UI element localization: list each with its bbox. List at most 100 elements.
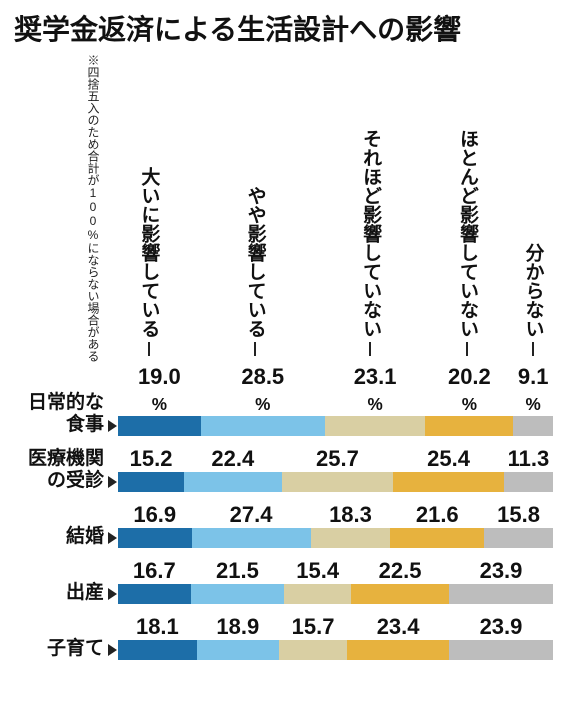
bar-segment [118, 528, 192, 548]
chart-header: ※四捨五入のため合計が100%にならない場合がある 大いに影響している やや影響し… [14, 54, 553, 362]
value-label: 15.4 [284, 558, 351, 584]
bar-segment [184, 472, 281, 492]
legend-tick [254, 342, 256, 356]
value-label: 18.1 [118, 614, 197, 640]
legend-tick [148, 342, 150, 356]
stacked-bar [118, 416, 553, 436]
value-label: 9.1% [513, 364, 553, 416]
value-label: 16.7 [118, 558, 191, 584]
legend-item: それほど影響していない [319, 129, 422, 356]
row-body: 16.927.418.321.615.8 [118, 502, 553, 548]
legend-label: 分からない [522, 243, 544, 338]
bar-segment [118, 416, 201, 436]
stacked-bar [118, 584, 553, 604]
bar-segment [325, 416, 426, 436]
bar-segment [351, 584, 449, 604]
chart-title: 奨学金返済による生活設計への影響 [14, 8, 553, 48]
value-label: 15.2 [118, 446, 184, 472]
row-body: 15.222.425.725.411.3 [118, 446, 553, 492]
value-label: 22.4 [184, 446, 281, 472]
row-body: 18.118.915.723.423.9 [118, 614, 553, 660]
value-label: 18.3 [311, 502, 391, 528]
value-labels: 19.0%28.5%23.1%20.2%9.1% [118, 364, 553, 416]
value-label: 28.5% [201, 364, 325, 416]
value-labels: 16.721.515.422.523.9 [118, 558, 553, 584]
value-label: 23.9 [449, 558, 553, 584]
value-label: 18.9 [197, 614, 279, 640]
row-label: 結婚 [14, 526, 106, 548]
bar-segment [425, 416, 513, 436]
bar-segment [191, 584, 285, 604]
legend-item: 大いに影響している [106, 167, 191, 356]
row-marker-icon [108, 420, 117, 432]
value-label: 25.4 [393, 446, 503, 472]
bar-segment [449, 640, 553, 660]
bar-segment [449, 584, 553, 604]
legend-tick [466, 342, 468, 356]
chart-row: 日常的な食事 19.0%28.5%23.1%20.2%9.1% [14, 364, 553, 436]
row-label: 医療機関の受診 [14, 448, 106, 492]
bar-segment [513, 416, 553, 436]
bar-segment [279, 640, 347, 660]
bar-segment [393, 472, 503, 492]
bar-segment [484, 528, 553, 548]
legend-label: 大いに影響している [138, 167, 160, 338]
legend-label: ほとんど影響していない [456, 129, 478, 338]
chart-row: 結婚 16.927.418.321.615.8 [14, 502, 553, 548]
row-label: 出産 [14, 582, 106, 604]
bar-segment [347, 640, 449, 660]
stacked-bar-chart: { "title": "奨学金返済による生活設計への影響", "title_fo… [0, 0, 567, 678]
value-label: 25.7 [282, 446, 394, 472]
stacked-bar [118, 640, 553, 660]
legend-label: それほど影響していない [359, 129, 381, 338]
row-label: 子育て [14, 638, 106, 660]
row-marker-icon [108, 476, 117, 488]
stacked-bar [118, 472, 553, 492]
value-label: 23.4 [347, 614, 449, 640]
row-body: 19.0%28.5%23.1%20.2%9.1% [118, 364, 553, 436]
chart-rows: 日常的な食事 19.0%28.5%23.1%20.2%9.1% 医療機関の受診 15.… [14, 364, 553, 660]
stacked-bar [118, 528, 553, 548]
bar-segment [504, 472, 553, 492]
row-marker-icon [108, 532, 117, 544]
value-labels: 15.222.425.725.411.3 [118, 446, 553, 472]
legend-tick [532, 342, 534, 356]
bar-segment [282, 472, 394, 492]
bar-segment [311, 528, 391, 548]
chart-row: 医療機関の受診 15.222.425.725.411.3 [14, 446, 553, 492]
legend-item: やや影響している [191, 186, 319, 356]
value-label: 22.5 [351, 558, 449, 584]
bar-segment [390, 528, 484, 548]
value-label: 15.7 [279, 614, 347, 640]
footnote-container: ※四捨五入のため合計が100%にならない場合がある [14, 54, 106, 362]
value-label: 21.5 [191, 558, 285, 584]
value-labels: 16.927.418.321.615.8 [118, 502, 553, 528]
legend-label: やや影響している [244, 186, 266, 338]
row-marker-icon [108, 588, 117, 600]
row-body: 16.721.515.422.523.9 [118, 558, 553, 604]
value-labels: 18.118.915.723.423.9 [118, 614, 553, 640]
chart-row: 子育て 18.118.915.723.423.9 [14, 614, 553, 660]
bar-segment [284, 584, 351, 604]
value-label: 15.8 [484, 502, 553, 528]
legend-item: ほとんど影響していない [422, 129, 512, 356]
value-label: 19.0% [118, 364, 201, 416]
bar-segment [192, 528, 311, 548]
value-label: 21.6 [390, 502, 484, 528]
bar-segment [118, 640, 197, 660]
value-label: 11.3 [504, 446, 553, 472]
row-label: 日常的な食事 [14, 392, 106, 436]
bar-segment [118, 472, 184, 492]
value-label: 27.4 [192, 502, 311, 528]
legend-tick [369, 342, 371, 356]
value-label: 20.2% [425, 364, 513, 416]
value-label: 23.1% [325, 364, 426, 416]
value-label: 23.9 [449, 614, 553, 640]
bar-segment [197, 640, 279, 660]
footnote: ※四捨五入のため合計が100%にならない場合がある [85, 54, 100, 362]
legend: 大いに影響している やや影響している それほど影響していない ほとんど影響していない分… [106, 129, 553, 362]
chart-row: 出産 16.721.515.422.523.9 [14, 558, 553, 604]
bar-segment [118, 584, 191, 604]
legend-item: 分からない [512, 243, 553, 356]
row-marker-icon [108, 644, 117, 656]
